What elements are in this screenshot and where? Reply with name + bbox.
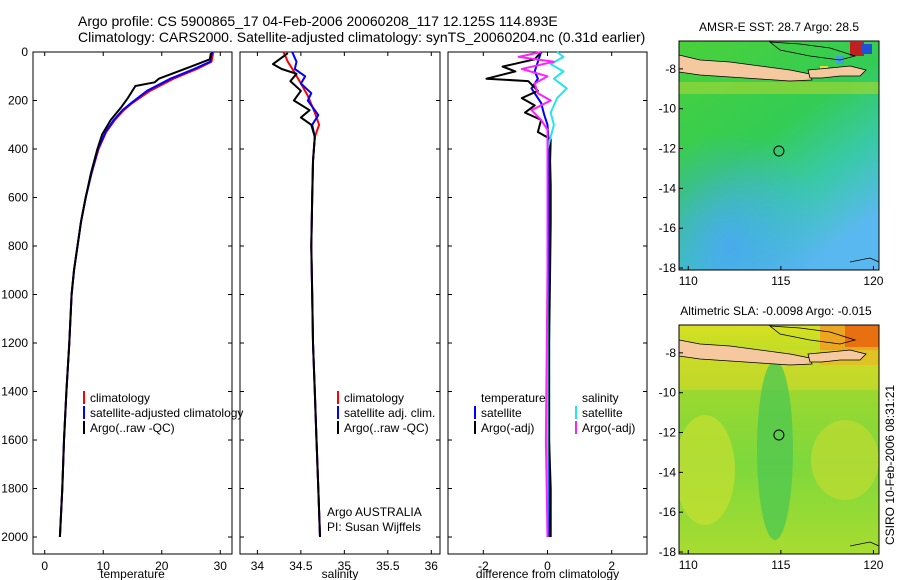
bali-lombok — [807, 349, 867, 363]
x-tick-label: 0 — [41, 559, 48, 573]
legend-label-sat: satellite adj. clim. — [344, 406, 435, 420]
y-tick-label: -8 — [665, 346, 676, 360]
sla-low-region — [757, 360, 793, 540]
java-island — [679, 54, 813, 82]
legend-label-argo: Argo(..raw -QC) — [344, 421, 429, 435]
y-tick-label: -14 — [659, 181, 677, 195]
y-tick-label: 800 — [8, 239, 28, 253]
y-tick-label: -8 — [665, 62, 676, 76]
legend-label-clim: climatology — [90, 391, 150, 405]
y-tick-label: 2000 — [1, 530, 28, 544]
temperature-legend: climatology satellite-adjusted climatolo… — [83, 391, 243, 435]
difference-legend: temperature salinity satellite Argo(-adj… — [474, 391, 635, 435]
difference-xlabel: difference from climatology — [476, 567, 619, 580]
bali-lombok — [807, 65, 867, 79]
header-line-2: Climatology: CARS2000. Satellite-adjuste… — [78, 29, 645, 45]
x-tick-label: 110 — [679, 274, 698, 288]
temperature-plot-area — [32, 51, 233, 555]
y-tick-label: -14 — [659, 465, 677, 479]
x-tick-label: 2 — [608, 559, 615, 573]
series-argo-raw-qc- — [272, 52, 321, 538]
sst-map-axes: 110 115 120 -8 -10 -12 -14 -16 -18 — [659, 62, 884, 288]
coastline — [849, 541, 879, 547]
java-island — [679, 339, 813, 366]
x-tick-label: 20 — [155, 559, 169, 573]
x-tick-label: 35 — [338, 559, 352, 573]
y-tick-label: 0 — [21, 45, 28, 59]
sst-map-title: AMSR-E SST: 28.7 Argo: 28.5 — [699, 20, 859, 34]
coastline — [849, 257, 879, 263]
x-tick-label: 0 — [544, 559, 551, 573]
series-argo-raw-qc- — [58, 53, 212, 538]
legend-label-t-sat: satellite — [481, 406, 522, 420]
x-tick-label: 35.5 — [376, 559, 400, 573]
x-tick-label: 34.5 — [289, 559, 313, 573]
y-tick-label: 1000 — [1, 288, 28, 302]
x-tick-label: 30 — [214, 559, 228, 573]
series-temperature-satellite — [530, 51, 551, 537]
legend-label-s-argo: Argo(-adj) — [582, 421, 635, 435]
y-tick-label: -10 — [659, 102, 677, 116]
x-tick-label: -2 — [478, 559, 489, 573]
temperature-xlabel: temperature — [100, 567, 165, 580]
legend-label-clim: climatology — [344, 391, 404, 405]
sla-high-blob — [811, 420, 879, 500]
x-tick-label: 110 — [679, 558, 698, 572]
legend-label-t-argo: Argo(-adj) — [481, 421, 534, 435]
y-tick-label: 1200 — [1, 336, 28, 350]
sst-map-frame — [678, 40, 880, 271]
x-tick-label: 115 — [771, 274, 790, 288]
header-line-1: Argo profile: CS 5900865_17 04-Feb-2006 … — [78, 13, 558, 29]
y-tick-label: 200 — [8, 94, 28, 108]
y-tick-label: 400 — [8, 142, 28, 156]
y-tick-label: 600 — [8, 191, 28, 205]
y-tick-label: -12 — [659, 426, 677, 440]
y-tick-label: -18 — [659, 545, 677, 559]
annotation-argo-australia: Argo AUSTRALIA — [327, 505, 422, 519]
legend-title-salinity: salinity — [582, 391, 619, 405]
sla-map-title: Altimetric SLA: -0.0098 Argo: -0.015 — [680, 304, 872, 318]
y-tick-label: -12 — [659, 142, 677, 156]
y-tick-label: 1600 — [1, 433, 28, 447]
sla-high-core — [845, 325, 879, 347]
legend-label-sat: satellite-adjusted climatology — [90, 406, 243, 420]
salinity-panel: 34 34.5 35 35.5 36 salinity — [239, 51, 441, 580]
sst-cold-pixel — [862, 44, 872, 54]
x-tick-label: 36 — [425, 559, 439, 573]
y-tick-label: -10 — [659, 386, 677, 400]
argo-location-marker — [773, 145, 785, 157]
argo-location-marker — [773, 429, 785, 441]
x-tick-label: 34 — [251, 559, 265, 573]
sla-high-blob — [679, 415, 735, 525]
legend-title-temperature: temperature — [481, 391, 546, 405]
salinity-legend: climatology satellite adj. clim. Argo(..… — [327, 391, 435, 534]
sst-hot-pixel — [850, 42, 864, 56]
temperature-panel: 0 10 20 30 0 200 400 600 800 1000 1200 1400 1600 1800… — [1, 45, 233, 580]
salinity-plot-area — [239, 51, 441, 555]
y-tick-label: -18 — [659, 261, 677, 275]
legend-label-s-sat: satellite — [582, 406, 623, 420]
legend-label-argo: Argo(..raw -QC) — [90, 421, 175, 435]
x-tick-label: 10 — [97, 559, 111, 573]
salinity-xlabel: salinity — [322, 567, 359, 580]
x-tick-label: 115 — [771, 558, 790, 572]
csiro-timestamp: CSIRO 10-Feb-2006 08:31:21 — [883, 385, 897, 545]
x-tick-label: 120 — [863, 558, 883, 572]
y-tick-label: 1400 — [1, 385, 28, 399]
sla-map-axes: 110 115 120 -8 -10 -12 -14 -16 -18 — [659, 346, 884, 572]
sst-warm-band — [679, 82, 879, 94]
sla-map-frame — [678, 324, 880, 555]
annotation-pi: PI: Susan Wijffels — [327, 520, 421, 534]
series-salinity-argo-adj- — [517, 51, 555, 538]
y-tick-label: -16 — [659, 221, 677, 235]
x-tick-label: 120 — [863, 274, 883, 288]
coastline — [768, 325, 857, 345]
y-tick-label: 1800 — [1, 482, 28, 496]
y-tick-label: -16 — [659, 505, 677, 519]
coastline — [768, 41, 857, 61]
